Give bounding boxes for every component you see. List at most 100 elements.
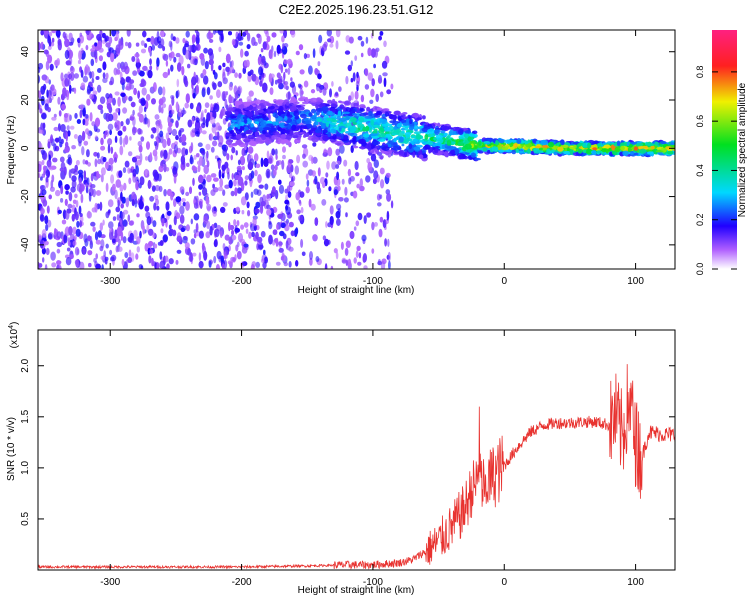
spectrogram-cell	[256, 105, 262, 110]
spectrogram-cell	[189, 186, 192, 194]
spectrogram-cell	[259, 121, 267, 127]
spectrogram-cell	[371, 248, 375, 254]
spectrogram-cell	[106, 51, 112, 58]
spectrogram-cell	[258, 66, 263, 76]
spectrogram-cell	[505, 145, 510, 148]
spectrogram-cell	[419, 154, 424, 159]
spectrogram-cell	[99, 201, 103, 211]
spectrogram-cell	[191, 128, 197, 134]
spectrogram-cell	[128, 249, 132, 258]
spectrogram-cell	[248, 173, 253, 182]
spectrogram-cell	[144, 43, 148, 48]
spectrogram-cell	[653, 148, 658, 155]
spectrogram-cell	[379, 216, 384, 223]
spectrogram-cell	[408, 125, 414, 131]
spectrogram-cell	[128, 177, 132, 185]
spectrogram-cell	[162, 86, 166, 96]
spectrogram-cell	[171, 128, 178, 137]
spectrogram-cell	[278, 179, 282, 185]
spectrogram-cell	[189, 102, 194, 110]
spectrogram-cell	[244, 180, 248, 186]
spectrogram-cell	[365, 36, 369, 44]
spectrogram-cell	[219, 33, 224, 43]
spectrogram-cell	[367, 47, 372, 57]
spectrogram-cell	[180, 155, 186, 165]
spectrogram-cell	[162, 138, 167, 149]
spectrogram-cell	[271, 148, 276, 156]
spectrogram-cell	[156, 36, 162, 44]
spectrogram-cell	[270, 191, 276, 197]
spectrogram-cell	[387, 238, 390, 247]
spectrogram-cell	[345, 240, 351, 248]
spectrogram-cell	[270, 164, 275, 171]
spectrogram-cell	[372, 178, 377, 185]
spectrogram-cell	[326, 160, 330, 170]
snr-frame	[37, 329, 676, 571]
spectrogram-cell	[216, 250, 222, 260]
spectrogram-cell	[146, 37, 152, 42]
spectrogram-cell	[354, 90, 359, 100]
spectrogram-cell	[106, 103, 112, 110]
spectrogram-cell	[355, 80, 360, 88]
spectrogram-cell	[172, 166, 178, 175]
spectrogram-cell	[205, 231, 211, 239]
spectrogram-cell	[286, 101, 290, 106]
spectrogram-cell	[231, 146, 236, 154]
spectrogram-cell	[290, 77, 293, 82]
spectrogram-cell	[252, 217, 257, 227]
spectrogram-cell	[53, 126, 59, 132]
spectrogram-cell	[55, 189, 61, 197]
spectrogram-cell	[65, 257, 72, 266]
spectrogram-cell	[364, 68, 369, 77]
spectrogram-cell	[149, 249, 153, 255]
spectrogram-cell	[226, 70, 230, 76]
spectrogram-cell	[241, 148, 246, 157]
spectrogram-cell	[347, 132, 355, 136]
spectrogram-cell	[255, 163, 261, 168]
spectrogram-cell	[159, 123, 163, 130]
spectrogram-cell	[131, 56, 136, 62]
spectrogram-cell	[205, 196, 209, 205]
spectrogram-cell	[266, 103, 272, 107]
spectrogram-cell	[666, 150, 674, 155]
spectrogram-cell	[97, 40, 103, 50]
spectrogram-cell	[310, 156, 314, 165]
spectrogram-cell	[231, 234, 237, 241]
spectrogram-cell	[366, 106, 371, 112]
spectrogram-cell	[274, 148, 278, 156]
spectrogram-cell	[274, 132, 280, 136]
spectrogram-cell	[477, 147, 484, 151]
spectrogram-cell	[287, 191, 292, 198]
spectrogram-cell	[349, 230, 355, 240]
spectrogram-cell	[175, 135, 179, 141]
spectrogram-cell	[276, 224, 279, 230]
spectrogram-cell	[354, 160, 359, 171]
spectrogram-cell	[56, 241, 63, 248]
spectrogram-cell	[300, 113, 307, 119]
spectrogram-cell	[79, 213, 83, 217]
spectrogram-cell	[250, 141, 257, 147]
spectrogram-cell	[119, 184, 124, 192]
spectrogram-cell	[398, 136, 404, 143]
spectrogram-cell	[192, 92, 196, 99]
spectrogram-cell	[201, 242, 205, 251]
spectrogram-cell	[348, 95, 352, 102]
spectrogram-cell	[341, 178, 345, 185]
spectrogram-cell	[110, 174, 115, 184]
spectrogram-cell	[443, 151, 449, 157]
spectrogram-cell	[350, 60, 353, 67]
spectrogram-cell	[220, 206, 226, 213]
spectrogram-cell	[235, 134, 243, 140]
spectrogram-cell	[271, 134, 278, 140]
spectrogram-cell	[383, 40, 387, 48]
spectrogram-cell	[242, 31, 247, 37]
spectrogram-cell	[510, 139, 518, 143]
spectrogram-cell	[412, 138, 418, 143]
spectrogram-cell	[228, 221, 231, 232]
spectrogram-cell	[165, 201, 170, 211]
spectrogram-cell	[215, 122, 221, 131]
spectrogram-cell	[210, 116, 216, 125]
spectrogram-cell	[620, 145, 625, 151]
spectrogram-cell	[112, 238, 116, 243]
spectrogram-cell	[74, 193, 78, 199]
